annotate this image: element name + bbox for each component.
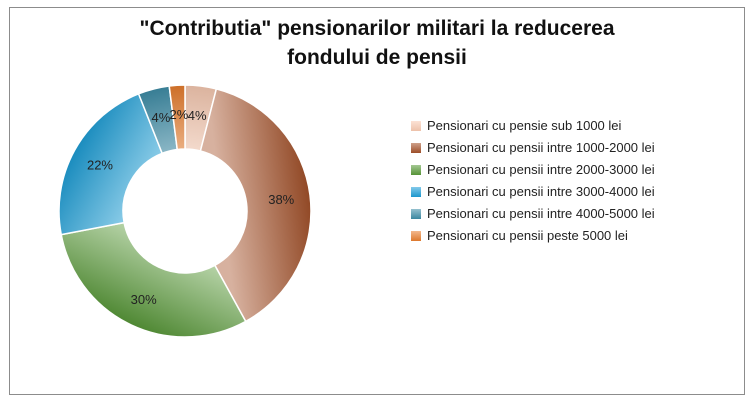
legend-label-3000-4000: Pensionari cu pensii intre 3000-4000 lei: [427, 184, 655, 199]
legend-item-4000-5000: Pensionari cu pensii intre 4000-5000 lei: [411, 205, 655, 227]
chart-title-line-2: fondului de pensii: [287, 46, 467, 69]
legend-item-1000-2000: Pensionari cu pensii intre 1000-2000 lei: [411, 139, 655, 161]
legend-item-sub-1000: Pensionari cu pensie sub 1000 lei: [411, 117, 655, 139]
donut-slice-3000-4000: [58, 92, 164, 236]
legend-label-4000-5000: Pensionari cu pensii intre 4000-5000 lei: [427, 206, 655, 221]
legend-swatch-peste-5000: [411, 231, 421, 241]
legend-label-peste-5000: Pensionari cu pensii peste 5000 lei: [427, 228, 628, 243]
chart-title-line-1: "Contributia" pensionarilor militari la …: [139, 17, 615, 40]
legend-label-sub-1000: Pensionari cu pensie sub 1000 lei: [427, 118, 622, 133]
donut-slice-2000-3000: [60, 221, 247, 338]
data-label-1000-2000: 38%: [268, 192, 294, 207]
data-label-sub-1000: 4%: [188, 108, 207, 123]
legend-swatch-2000-3000: [411, 165, 421, 175]
legend-item-2000-3000: Pensionari cu pensii intre 2000-3000 lei: [411, 161, 655, 183]
data-label-3000-4000: 22%: [87, 157, 113, 172]
legend-swatch-1000-2000: [411, 143, 421, 153]
chart-title: "Contributia" pensionarilor militari la …: [0, 14, 754, 72]
chart-legend: Pensionari cu pensie sub 1000 lei Pensio…: [411, 117, 655, 249]
legend-label-2000-3000: Pensionari cu pensii intre 2000-3000 lei: [427, 162, 655, 177]
legend-swatch-3000-4000: [411, 187, 421, 197]
data-label-2000-3000: 30%: [131, 292, 157, 307]
data-label-peste-5000: 2%: [170, 107, 189, 122]
donut-slice-peste-5000: [168, 84, 186, 151]
legend-label-1000-2000: Pensionari cu pensii intre 1000-2000 lei: [427, 140, 655, 155]
chart-frame: [9, 7, 745, 395]
donut-slice-1000-2000: [199, 88, 312, 323]
legend-item-3000-4000: Pensionari cu pensii intre 3000-4000 lei: [411, 183, 655, 205]
data-label-4000-5000: 4%: [151, 110, 170, 125]
legend-swatch-4000-5000: [411, 209, 421, 219]
legend-item-peste-5000: Pensionari cu pensii peste 5000 lei: [411, 227, 655, 249]
legend-swatch-sub-1000: [411, 121, 421, 131]
